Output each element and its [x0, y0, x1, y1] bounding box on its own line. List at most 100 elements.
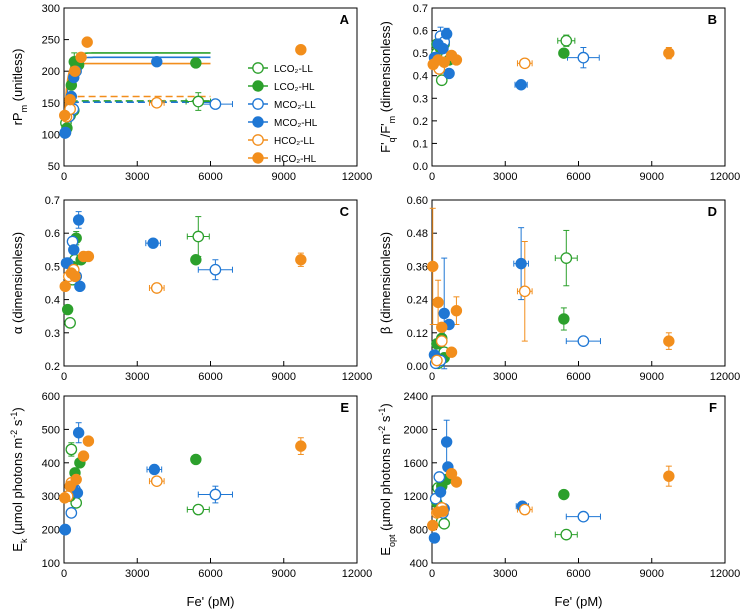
y-tick-label: 0.2 [413, 116, 428, 128]
y-tick-label: 2400 [404, 391, 428, 403]
legend-marker-lco2-hl [252, 80, 264, 92]
fit-curve-lco2-ll [63, 100, 211, 135]
data-point-mco2-ll [209, 98, 222, 110]
fit-curve-mco2-hl [63, 56, 211, 135]
data-point-mco2-ll [577, 335, 590, 347]
y-tick-label: 50 [48, 161, 60, 173]
y-tick-label: 400 [410, 558, 428, 570]
data-point-hco2-ll [435, 335, 448, 347]
panel-letter: E [340, 400, 349, 415]
data-point-hco2-hl [663, 335, 675, 347]
data-point-mco2-hl [437, 42, 449, 55]
x-tick-label: 0 [429, 171, 435, 183]
data-point-hco2-hl [450, 304, 463, 317]
panel-e: 0 3000 6000 9000 12000 100 200 300 400 500 600 E Ek … [9, 391, 372, 609]
y-axis-label: Eopt (µmol photons m-2 s-1) [377, 403, 397, 555]
data-point-lco2-ll [192, 503, 205, 516]
data-point-lco2-ll [438, 517, 451, 530]
y-tick-label: 0.2 [45, 361, 60, 373]
data-point-mco2-hl [438, 307, 450, 320]
x-tick-label: 9000 [272, 371, 296, 383]
data-point-mco2-hl [59, 523, 71, 536]
x-axis-label: Fe' (pM) [187, 594, 235, 609]
y-tick-label: 0.4 [413, 71, 428, 83]
data-point-mco2-hl [68, 244, 80, 256]
y-axis-label: rPm (unitless) [10, 49, 29, 126]
x-tick-label: 9000 [640, 371, 664, 383]
data-point-hco2-hl [663, 470, 675, 482]
data-point-hco2-hl [445, 346, 458, 358]
x-tick-label: 12000 [342, 171, 373, 183]
y-tick-label: 0.00 [407, 361, 428, 373]
data-point-mco2-ll [577, 51, 590, 64]
data-point-lco2-hl [190, 254, 202, 266]
data-point-hco2-hl [82, 250, 95, 263]
data-point-hco2-ll [431, 354, 443, 367]
panel-letter: A [340, 12, 350, 27]
y-tick-label: 0.7 [413, 3, 428, 15]
data-point-lco2-ll [560, 252, 573, 264]
data-point-hco2-hl [295, 44, 307, 56]
y-axis-label: β (dimensionless) [378, 232, 393, 334]
data-point-hco2-ll [518, 57, 531, 70]
panel-letter: D [708, 204, 717, 219]
legend-label-mco2-hl: MCO₂-HL [274, 118, 318, 129]
data-point-mco2-hl [148, 463, 161, 476]
x-tick-label: 12000 [710, 568, 741, 580]
y-axis-label: Ek (µmol photons m-2 s-1) [9, 407, 29, 551]
y-tick-label: 0.3 [45, 328, 60, 340]
data-point-hco2-hl [69, 270, 81, 283]
x-tick-label: 3000 [493, 171, 517, 183]
x-tick-label: 0 [429, 371, 435, 383]
data-point-hco2-ll [150, 96, 163, 109]
data-point-hco2-ll [518, 503, 531, 516]
data-point-hco2-hl [69, 65, 81, 77]
data-point-hco2-ll [150, 475, 163, 488]
y-tick-label: 0.6 [413, 26, 428, 38]
data-point-hco2-hl [438, 56, 450, 68]
x-tick-label: 0 [61, 171, 67, 183]
y-tick-label: 1200 [404, 491, 428, 503]
y-tick-label: 200 [42, 66, 60, 78]
y-tick-label: 0.0 [413, 161, 428, 173]
x-tick-label: 6000 [198, 171, 222, 183]
data-point-hco2-hl [81, 36, 93, 48]
data-point-mco2-hl [60, 257, 73, 269]
data-point-lco2-ll [560, 528, 573, 541]
y-axis-label: F'q/F'm (dimensionless) [378, 21, 397, 153]
legend-label-hco2-hl: HCO₂-HL [274, 154, 317, 165]
y-tick-label: 0.12 [407, 328, 428, 340]
data-point-mco2-ll [209, 263, 222, 276]
legend-label-lco2-ll: LCO₂-LL [274, 64, 313, 75]
panel-f: 0 3000 6000 9000 12000 400 800 1200 1600 2000 2400… [377, 391, 740, 609]
data-point-mco2-ll [577, 510, 590, 523]
x-axis-label: Fe' (pM) [555, 594, 603, 609]
x-tick-label: 3000 [493, 371, 517, 383]
legend-marker-hco2-ll [252, 134, 264, 146]
data-point-hco2-hl [64, 93, 76, 106]
data-point-hco2-hl [445, 467, 458, 480]
data-point-mco2-hl [59, 127, 71, 139]
data-point-mco2-hl [443, 67, 455, 80]
data-point-lco2-hl [190, 57, 202, 69]
legend-label-lco2-hl: LCO₂-HL [274, 82, 315, 93]
y-tick-label: 100 [42, 558, 60, 570]
y-tick-label: 0.6 [45, 228, 60, 240]
data-point-mco2-hl [428, 532, 441, 544]
panel-d: 0 3000 6000 9000 12000 0.00 0.12 0.24 0.36 0.48 0.… [378, 195, 740, 383]
y-tick-label: 300 [42, 491, 60, 503]
panel-letter: C [340, 204, 350, 219]
data-point-lco2-ll [65, 443, 78, 456]
x-tick-label: 12000 [342, 568, 373, 580]
data-point-mco2-hl [434, 486, 447, 498]
data-point-hco2-ll [518, 285, 531, 298]
x-tick-label: 12000 [710, 171, 741, 183]
legend-marker-lco2-ll [252, 62, 264, 74]
data-point-hco2-hl [450, 476, 463, 488]
x-tick-label: 0 [429, 568, 435, 580]
y-tick-label: 0.5 [45, 261, 60, 273]
legend: LCO₂-LL LCO₂-HL MCO₂-LL MCO₂-HL HCO₂-LL HCO₂-… [248, 62, 318, 165]
fit-curve-mco2-ll [63, 101, 211, 135]
y-tick-label: 800 [410, 525, 428, 537]
data-point-mco2-hl [440, 28, 453, 40]
